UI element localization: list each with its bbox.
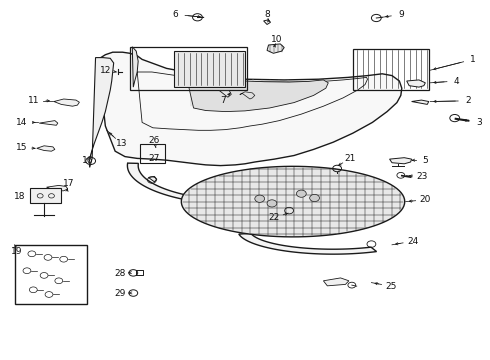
Text: 16: 16 — [81, 156, 93, 165]
Text: 7: 7 — [220, 96, 226, 105]
Polygon shape — [264, 20, 270, 24]
Bar — [15, 245, 87, 304]
Bar — [30, 188, 61, 203]
Text: 6: 6 — [172, 10, 178, 19]
Polygon shape — [148, 176, 157, 182]
Bar — [353, 49, 429, 90]
Polygon shape — [127, 163, 344, 205]
Text: 27: 27 — [148, 154, 160, 163]
Text: 1: 1 — [470, 55, 476, 64]
Text: 25: 25 — [385, 282, 397, 291]
Text: 5: 5 — [422, 156, 428, 165]
Text: 9: 9 — [398, 10, 404, 19]
Polygon shape — [37, 146, 55, 151]
Text: 8: 8 — [264, 10, 270, 19]
Text: 4: 4 — [454, 77, 460, 85]
Polygon shape — [39, 121, 58, 125]
Polygon shape — [186, 76, 328, 112]
Bar — [130, 47, 247, 90]
Polygon shape — [132, 47, 138, 87]
Circle shape — [296, 190, 306, 197]
Text: 18: 18 — [14, 192, 25, 201]
Text: 10: 10 — [271, 35, 283, 44]
Text: 29: 29 — [114, 289, 126, 298]
Text: 11: 11 — [27, 96, 39, 105]
Polygon shape — [47, 185, 68, 191]
Polygon shape — [390, 158, 412, 164]
Polygon shape — [239, 233, 377, 254]
Text: 2: 2 — [465, 96, 471, 105]
Text: 21: 21 — [344, 154, 356, 163]
Bar — [140, 144, 165, 163]
Polygon shape — [98, 52, 402, 166]
Text: 23: 23 — [416, 172, 428, 181]
Circle shape — [267, 200, 277, 207]
Text: 17: 17 — [63, 179, 74, 188]
Circle shape — [310, 194, 319, 202]
Polygon shape — [54, 99, 79, 106]
Text: 13: 13 — [116, 139, 127, 148]
Polygon shape — [220, 91, 231, 97]
Text: 14: 14 — [16, 118, 28, 127]
Bar — [174, 51, 245, 87]
Polygon shape — [323, 278, 349, 286]
Text: 24: 24 — [407, 237, 418, 246]
Text: 19: 19 — [11, 248, 23, 256]
Polygon shape — [412, 100, 429, 104]
Text: 28: 28 — [114, 269, 126, 278]
Text: 22: 22 — [269, 213, 280, 222]
Text: 3: 3 — [476, 118, 482, 127]
Polygon shape — [267, 44, 284, 53]
Polygon shape — [181, 166, 405, 237]
Polygon shape — [89, 58, 114, 167]
Text: 12: 12 — [99, 66, 111, 75]
Polygon shape — [407, 80, 425, 87]
Text: 26: 26 — [148, 136, 160, 145]
Text: 15: 15 — [16, 143, 28, 152]
Text: 20: 20 — [419, 195, 431, 204]
Circle shape — [255, 195, 265, 202]
